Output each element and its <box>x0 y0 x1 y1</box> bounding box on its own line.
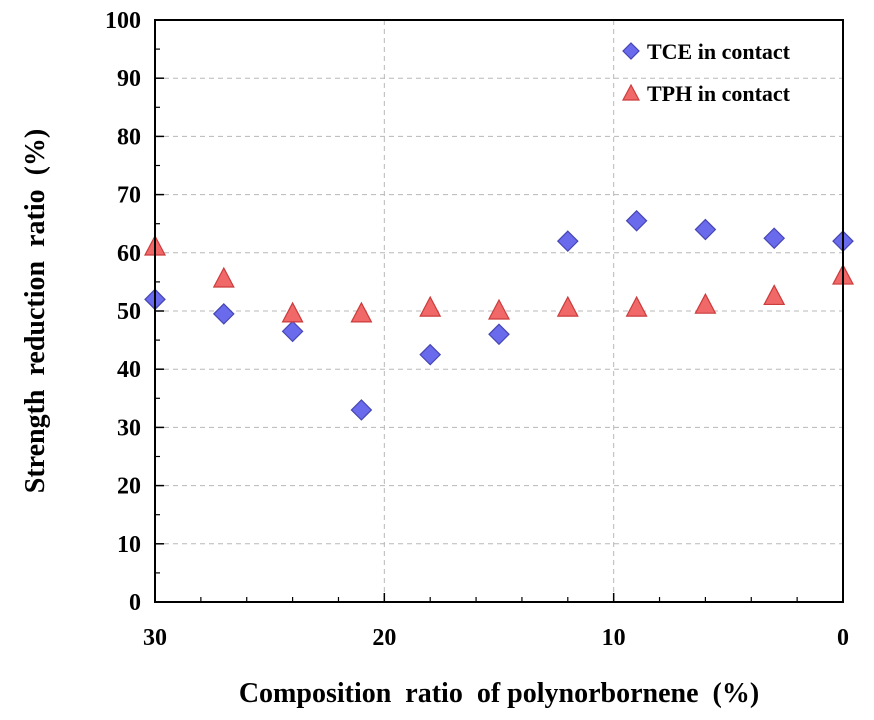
tce-data-point <box>763 227 786 250</box>
tph-data-point <box>763 284 786 306</box>
tce-data-point <box>212 303 235 325</box>
y-tick-label: 70 <box>117 183 141 209</box>
y-tick-label: 80 <box>117 124 141 150</box>
y-tick-label: 90 <box>117 66 141 92</box>
tce-data-point <box>625 209 648 232</box>
y-tick-label: 40 <box>117 357 141 383</box>
y-tick-label: 10 <box>117 532 141 558</box>
y-tick-label: 0 <box>129 590 141 616</box>
legend-diamond-marker <box>622 42 640 60</box>
plot-area-frame <box>154 19 844 603</box>
y-axis-title: Strength reduction ratio (%) <box>20 129 51 494</box>
y-tick-label: 30 <box>117 415 141 441</box>
legend-triangle-marker <box>622 83 640 101</box>
tce-data-point <box>281 320 304 343</box>
x-tick-label: 0 <box>837 625 849 651</box>
tce-data-point <box>419 343 442 366</box>
tph-data-point <box>281 301 304 323</box>
data-markers <box>144 209 854 421</box>
tce-data-point <box>488 323 510 346</box>
grid-lines <box>155 20 843 602</box>
legend: TCE in contact TPH in contact <box>622 39 791 106</box>
tce-data-point <box>350 399 373 421</box>
tph-data-point <box>694 292 717 314</box>
tph-data-point <box>419 295 442 317</box>
tph-data-point <box>625 295 648 317</box>
x-tick-label: 10 <box>602 625 626 651</box>
x-axis-title: Composition ratio of polynorbornene (%) <box>239 678 759 709</box>
legend-label-tce: TCE in contact <box>647 39 791 64</box>
y-tick-label: 20 <box>117 474 141 500</box>
tce-data-point <box>556 230 579 253</box>
tph-data-point <box>556 295 579 317</box>
y-tick-label: 60 <box>117 241 141 267</box>
tph-data-point <box>488 298 510 320</box>
tph-data-point <box>350 301 373 323</box>
tph-data-point <box>212 266 235 288</box>
legend-label-tph: TPH in contact <box>647 81 791 106</box>
y-tick-label: 100 <box>105 8 141 34</box>
y-tick-label: 50 <box>117 299 141 325</box>
x-tick-label: 30 <box>143 625 167 651</box>
tce-data-point <box>694 218 717 241</box>
x-tick-label: 20 <box>372 625 396 651</box>
